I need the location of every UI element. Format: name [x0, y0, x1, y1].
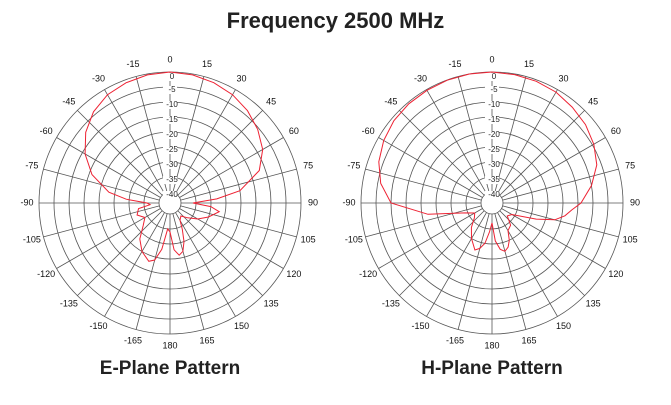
h-plane-title: H-Plane Pattern	[421, 358, 563, 379]
angle-tick-label: 165	[199, 336, 214, 346]
h-plane-polar-chart: 0 -5 -10 -15 -20 -25 -30 -35 -40 0 15 30 45 60 75 90 105…	[342, 54, 640, 350]
angle-tick-label: -120	[37, 269, 55, 279]
ring-label-bg	[163, 73, 177, 81]
ring-label-bg	[163, 146, 177, 154]
ring-label-bg	[163, 86, 177, 94]
angle-tick-label: -75	[25, 160, 38, 170]
ring-tick-label: -40	[166, 190, 178, 199]
angle-tick-label: -60	[362, 126, 375, 136]
ring-label-bg	[163, 191, 177, 199]
angle-tick-label: 105	[301, 234, 316, 244]
angle-tick-label: -150	[411, 321, 429, 331]
ring-tick-label: -35	[488, 175, 500, 184]
ring-tick-label: -30	[166, 160, 178, 169]
chart-title: Frequency 2500 MHz	[226, 8, 445, 33]
ring-tick-label: -25	[166, 145, 178, 154]
ring-label-bg	[163, 176, 177, 184]
ring-tick-label: -20	[166, 130, 178, 139]
angle-tick-label: 150	[234, 321, 249, 331]
angle-tick-label: -45	[62, 96, 75, 106]
ring-label-bg	[485, 161, 499, 169]
ring-label-bg	[163, 161, 177, 169]
angle-tick-label: 150	[556, 321, 571, 331]
e-plane-title: E-Plane Pattern	[99, 358, 241, 379]
angle-tick-label: 120	[608, 269, 623, 279]
ring-tick-label: -35	[166, 175, 178, 184]
angle-tick-label: 45	[588, 96, 598, 106]
ring-label-bg	[485, 116, 499, 124]
ring-tick-label: 0	[492, 72, 497, 81]
angle-tick-label: 30	[236, 74, 246, 84]
pattern-trace	[84, 71, 264, 262]
angle-tick-label: -105	[345, 234, 363, 244]
ring-tick-label: 0	[170, 72, 175, 81]
angle-tick-label: -30	[414, 74, 427, 84]
ring-label-bg	[163, 101, 177, 109]
angle-tick-label: 90	[308, 197, 318, 207]
ring-tick-label: -40	[488, 190, 500, 199]
angle-tick-label: 75	[625, 160, 635, 170]
ring-tick-label: -25	[488, 145, 500, 154]
ring-label-bg	[163, 116, 177, 124]
angle-tick-label: 165	[521, 336, 536, 346]
ring-tick-label: -5	[168, 85, 176, 94]
angle-tick-label: 0	[167, 54, 172, 64]
angle-tick-label: 105	[623, 234, 638, 244]
angle-tick-label: -150	[89, 321, 107, 331]
angle-tick-label: 15	[202, 59, 212, 69]
angle-tick-label: -165	[124, 336, 142, 346]
angle-tick-label: -165	[446, 336, 464, 346]
angle-tick-label: 135	[586, 298, 601, 308]
angle-tick-label: -60	[40, 126, 53, 136]
angle-tick-label: 180	[484, 340, 499, 350]
ring-label-bg	[485, 191, 499, 199]
angle-tick-label: 60	[611, 126, 621, 136]
angle-tick-label: 30	[558, 74, 568, 84]
angle-tick-label: 135	[264, 298, 279, 308]
ring-tick-label: -5	[490, 85, 498, 94]
ring-tick-label: -10	[488, 100, 500, 109]
ring-label-bg	[485, 101, 499, 109]
angle-tick-label: -90	[342, 197, 355, 207]
angle-tick-label: -120	[359, 269, 377, 279]
angle-tick-label: 0	[489, 54, 494, 64]
angle-tick-label: 45	[266, 96, 276, 106]
angle-tick-label: -30	[92, 74, 105, 84]
ring-tick-label: -10	[166, 100, 178, 109]
ring-label-bg	[485, 176, 499, 184]
ring-label-bg	[163, 131, 177, 139]
angle-tick-label: 75	[303, 160, 313, 170]
angle-tick-label: -75	[347, 160, 360, 170]
angle-tick-label: -90	[20, 197, 33, 207]
angle-tick-label: -135	[60, 298, 78, 308]
angle-tick-label: -135	[382, 298, 400, 308]
angle-tick-label: 120	[286, 269, 301, 279]
angle-tick-label: 60	[289, 126, 299, 136]
pattern-trace	[378, 71, 598, 252]
ring-label-bg	[485, 73, 499, 81]
angle-tick-label: -105	[23, 234, 41, 244]
ring-label-bg	[485, 86, 499, 94]
ring-tick-label: -20	[488, 130, 500, 139]
angle-tick-label: 90	[630, 197, 640, 207]
h-plane-panel: 0 -5 -10 -15 -20 -25 -30 -35 -40 0 15 30 45 60 75 90 105…	[322, 46, 662, 396]
e-plane-polar-chart: 0 -5 -10 -15 -20 -25 -30 -35 -40 0 15 30 45 60 75 90 105…	[20, 54, 318, 350]
ring-label-bg	[485, 146, 499, 154]
angle-tick-label: -45	[384, 96, 397, 106]
ring-tick-label: -30	[488, 160, 500, 169]
angle-tick-label: -15	[448, 59, 461, 69]
ring-label-bg	[485, 131, 499, 139]
angle-tick-label: -15	[126, 59, 139, 69]
angle-tick-label: 15	[524, 59, 534, 69]
e-plane-panel: 0 -5 -10 -15 -20 -25 -30 -35 -40 0 15 30 45 60 75 90 105…	[0, 46, 340, 396]
ring-tick-label: -15	[488, 115, 500, 124]
ring-tick-label: -15	[166, 115, 178, 124]
angle-tick-label: 180	[162, 340, 177, 350]
